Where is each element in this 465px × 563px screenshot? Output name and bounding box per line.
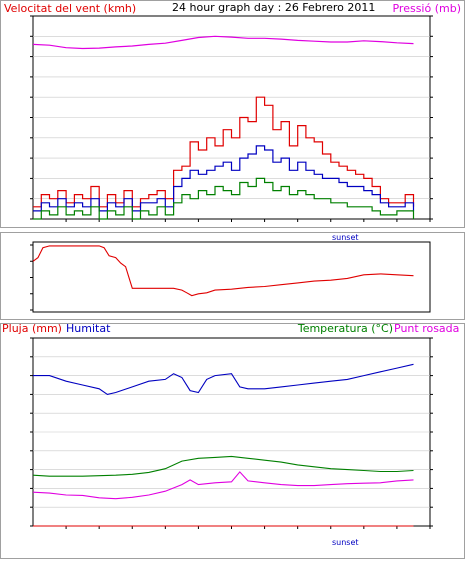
wind-gust-series [33,96,415,208]
rain-axis-title: Pluja (mm) [2,322,62,335]
wind-direction-plot-area [32,241,431,313]
sunset-label-top: sunset [332,233,359,242]
dew-point-axis-title: Punt rosada [394,322,459,335]
humidity-temperature-panel [0,323,465,559]
wind-direction-chart [30,244,414,311]
graph-title: 24 hour graph day : 26 Febrero 2011 [172,1,375,14]
pressure-series [32,35,414,50]
humidity-temperature-chart [30,337,433,529]
humidity-series [33,363,414,395]
wind-average-series [33,145,415,212]
dew-point-series [32,471,414,500]
wind-speed-axis-title: Velocitat del vent (kmh) [4,2,136,15]
wind-pressure-chart [30,15,433,222]
temperature-series [32,455,414,477]
wind-minimum-series [33,177,415,220]
sunset-label-bottom: sunset [332,538,359,547]
temperature-axis-title: Temperatura (°C) [297,322,393,335]
wind-pressure-panel [0,0,465,228]
wind-direction-series [32,245,414,297]
humidity-axis-title: Humitat [66,322,111,335]
pressure-axis-title: Pressió (mb) [392,2,461,15]
